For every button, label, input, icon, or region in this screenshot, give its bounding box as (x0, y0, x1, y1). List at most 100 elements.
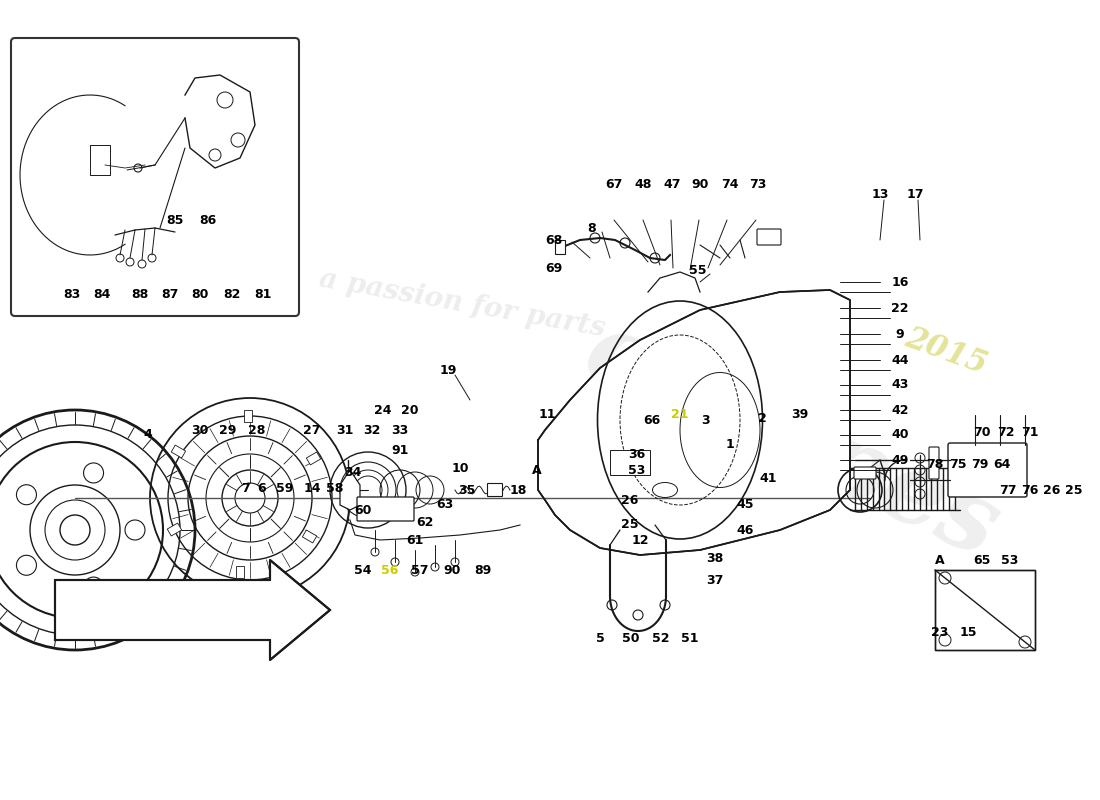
Text: 17: 17 (906, 189, 924, 202)
Text: 16: 16 (891, 275, 909, 289)
Text: 50: 50 (623, 631, 640, 645)
Text: 42: 42 (891, 403, 909, 417)
Text: 62: 62 (416, 515, 433, 529)
FancyBboxPatch shape (930, 447, 939, 479)
Bar (556, 240, 565, 254)
Text: 75: 75 (949, 458, 967, 471)
Text: 20: 20 (402, 403, 419, 417)
Text: 21: 21 (671, 409, 689, 422)
Text: 13: 13 (871, 189, 889, 202)
Text: 25: 25 (621, 518, 639, 531)
Polygon shape (55, 580, 270, 640)
Text: 70: 70 (974, 426, 991, 438)
Text: 25: 25 (1065, 483, 1082, 497)
Text: 78: 78 (926, 458, 944, 471)
Text: 53: 53 (628, 463, 646, 477)
Text: 34: 34 (344, 466, 362, 478)
Text: 6: 6 (257, 482, 266, 494)
FancyBboxPatch shape (11, 38, 299, 316)
Bar (167, 523, 182, 536)
Text: 37: 37 (706, 574, 724, 586)
Text: 82: 82 (223, 289, 241, 302)
Text: 69: 69 (546, 262, 562, 274)
Polygon shape (935, 570, 1035, 650)
Text: 9: 9 (895, 327, 904, 341)
Text: 32: 32 (363, 423, 381, 437)
Text: 60: 60 (354, 503, 372, 517)
Polygon shape (55, 560, 330, 660)
Text: 66: 66 (644, 414, 661, 426)
Text: 4: 4 (144, 429, 153, 442)
Text: 86: 86 (199, 214, 217, 226)
Text: 27: 27 (304, 423, 321, 437)
Text: 48: 48 (635, 178, 651, 191)
Text: 83: 83 (64, 289, 80, 302)
Text: 84: 84 (94, 289, 111, 302)
Text: 89: 89 (474, 563, 492, 577)
Text: 90: 90 (443, 563, 461, 577)
Text: 2015: 2015 (901, 323, 991, 381)
Text: 19: 19 (439, 363, 456, 377)
Text: 58: 58 (327, 482, 343, 494)
Text: 44: 44 (891, 354, 909, 366)
Text: europes: europes (570, 302, 1014, 578)
Text: 65: 65 (974, 554, 991, 566)
Text: 30: 30 (191, 423, 209, 437)
Bar (236, 566, 244, 578)
Text: 68: 68 (546, 234, 562, 246)
Text: 23: 23 (932, 626, 948, 638)
Text: 76: 76 (1021, 483, 1038, 497)
FancyBboxPatch shape (487, 483, 503, 497)
Text: 35: 35 (459, 483, 475, 497)
FancyBboxPatch shape (948, 443, 1027, 497)
Text: 39: 39 (791, 409, 808, 422)
Text: 5: 5 (595, 631, 604, 645)
Text: a passion for parts: a passion for parts (317, 266, 607, 342)
Text: 56: 56 (382, 563, 398, 577)
Text: 28: 28 (249, 423, 266, 437)
Text: 12: 12 (631, 534, 649, 546)
Text: 31: 31 (337, 423, 354, 437)
Text: A: A (935, 554, 945, 566)
Polygon shape (340, 470, 360, 510)
Text: 15: 15 (959, 626, 977, 638)
Text: 54: 54 (354, 563, 372, 577)
Text: 1: 1 (726, 438, 735, 451)
Text: 81: 81 (254, 289, 272, 302)
Text: A: A (532, 463, 542, 477)
FancyBboxPatch shape (854, 467, 876, 479)
Text: 40: 40 (891, 429, 909, 442)
Text: 7: 7 (241, 482, 250, 494)
Text: 26: 26 (621, 494, 639, 506)
FancyBboxPatch shape (358, 497, 414, 521)
Text: 63: 63 (437, 498, 453, 511)
Text: 3: 3 (701, 414, 710, 426)
Text: 46: 46 (736, 523, 754, 537)
Text: 72: 72 (998, 426, 1014, 438)
Text: 43: 43 (891, 378, 909, 391)
Text: 73: 73 (749, 178, 767, 191)
Text: 47: 47 (663, 178, 681, 191)
Text: 2: 2 (758, 411, 767, 425)
Text: 88: 88 (131, 289, 149, 302)
Text: 36: 36 (628, 449, 646, 462)
Text: 87: 87 (162, 289, 178, 302)
Text: 74: 74 (722, 178, 739, 191)
Text: 41: 41 (759, 471, 777, 485)
Text: 45: 45 (736, 498, 754, 511)
Text: 26: 26 (1043, 483, 1060, 497)
Text: 59: 59 (276, 482, 294, 494)
Text: 85: 85 (166, 214, 184, 226)
Text: 8: 8 (587, 222, 596, 234)
Text: 77: 77 (999, 483, 1016, 497)
Text: 57: 57 (411, 563, 429, 577)
Text: 33: 33 (392, 423, 408, 437)
Bar (307, 452, 321, 465)
Bar (244, 410, 252, 422)
Bar (610, 450, 650, 475)
Text: 11: 11 (538, 409, 556, 422)
Text: 80: 80 (191, 289, 209, 302)
Text: 29: 29 (219, 423, 236, 437)
Text: 14: 14 (304, 482, 321, 494)
Text: 24: 24 (374, 403, 392, 417)
